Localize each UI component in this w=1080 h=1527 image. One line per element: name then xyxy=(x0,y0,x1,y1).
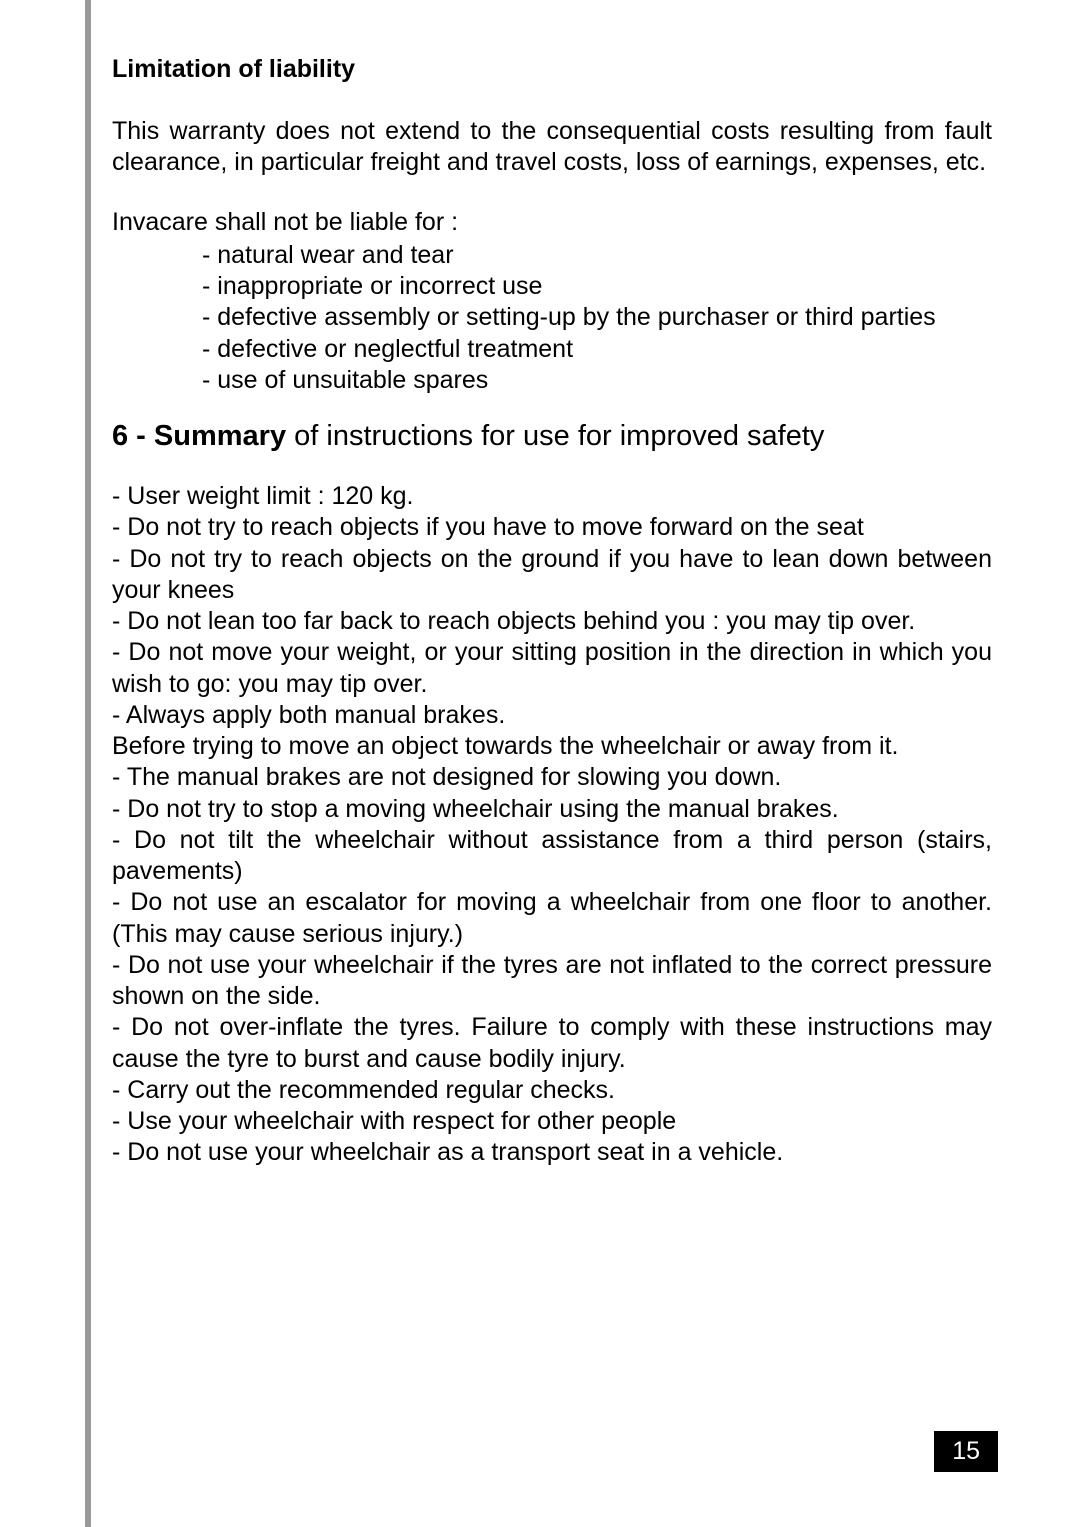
liable-intro: Invacare shall not be liable for : xyxy=(112,207,992,238)
list-item: - use of unsuitable spares xyxy=(202,365,992,396)
list-item: - Do not move your weight, or your sitti… xyxy=(112,637,992,700)
list-item: - Do not use an escalator for moving a w… xyxy=(112,887,992,950)
limitation-title: Limitation of liability xyxy=(112,55,992,84)
summary-heading-number: 6 - Summary xyxy=(112,420,286,452)
liable-list: - natural wear and tear - inappropriate … xyxy=(202,240,992,396)
list-item: - Carry out the recommended regular chec… xyxy=(112,1075,992,1106)
list-item: - inappropriate or incorrect use xyxy=(202,271,992,302)
list-item: - The manual brakes are not designed for… xyxy=(112,762,992,793)
list-item: - Do not lean too far back to reach obje… xyxy=(112,606,992,637)
list-item: - Do not try to reach objects if you hav… xyxy=(112,512,992,543)
list-item: - Always apply both manual brakes. xyxy=(112,700,992,731)
summary-list: - User weight limit : 120 kg. - Do not t… xyxy=(112,481,992,1169)
list-item: - natural wear and tear xyxy=(202,240,992,271)
list-item: - Do not try to stop a moving wheelchair… xyxy=(112,794,992,825)
list-item: - defective or neglectful treatment xyxy=(202,334,992,365)
list-item: - User weight limit : 120 kg. xyxy=(112,481,992,512)
left-margin-bar xyxy=(85,0,91,1527)
list-item: - Use your wheelchair with respect for o… xyxy=(112,1106,992,1137)
page-number: 15 xyxy=(934,1431,998,1472)
list-item: - Do not tilt the wheelchair without ass… xyxy=(112,825,992,888)
list-item: - Do not use your wheelchair as a transp… xyxy=(112,1137,992,1168)
list-item: - defective assembly or setting-up by th… xyxy=(202,302,992,333)
limitation-paragraph: This warranty does not extend to the con… xyxy=(112,116,992,179)
list-item: - Do not over-inflate the tyres. Failure… xyxy=(112,1012,992,1075)
summary-heading-rest: of instructions for use for improved saf… xyxy=(286,420,824,452)
list-item: - Do not try to reach objects on the gro… xyxy=(112,544,992,607)
summary-heading: 6 - Summary of instructions for use for … xyxy=(112,420,992,453)
page-content: Limitation of liability This warranty do… xyxy=(112,55,992,1169)
list-item: - Do not use your wheelchair if the tyre… xyxy=(112,950,992,1013)
list-item: Before trying to move an object towards … xyxy=(112,731,992,762)
